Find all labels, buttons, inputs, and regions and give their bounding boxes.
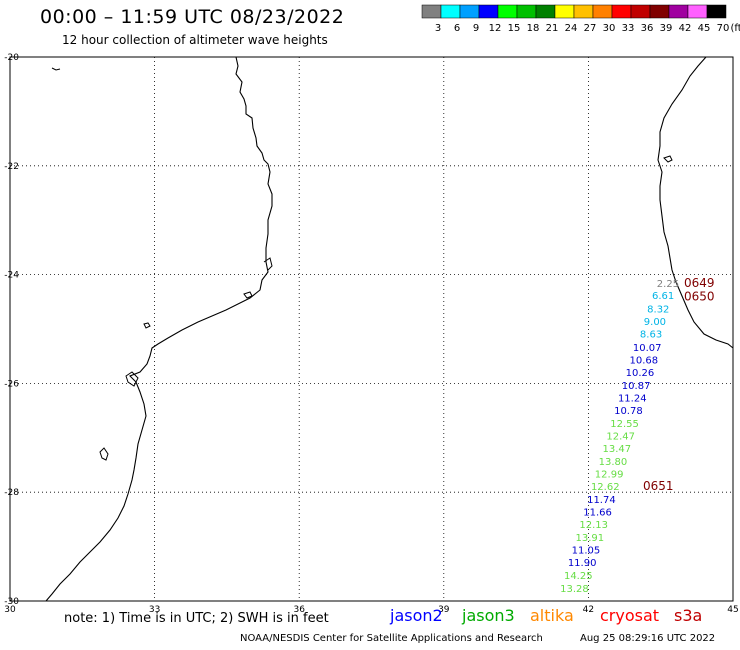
- lon-tick-label: 42: [583, 605, 594, 615]
- wave-height-value: 11.24: [618, 393, 647, 404]
- wave-height-value: 11.05: [572, 546, 601, 557]
- legend-label: 42: [679, 23, 692, 34]
- africa-coastline: [45, 56, 273, 602]
- madagascar-coastline: [657, 56, 734, 349]
- legend-label: 33: [622, 23, 635, 34]
- wave-height-value: 6.61: [652, 291, 674, 302]
- wave-height-value: 13.91: [576, 533, 605, 544]
- satellite-altika: altika: [530, 606, 574, 625]
- wave-height-value: 12.62: [591, 482, 620, 493]
- wave-height-value: 10.26: [626, 368, 655, 379]
- wave-height-value: 12.99: [595, 470, 624, 481]
- legend-label: 12: [489, 23, 502, 34]
- wave-height-value: 11.74: [587, 495, 616, 506]
- satellite-s3a: s3a: [674, 606, 703, 625]
- footer-note: note: 1) Time is in UTC; 2) SWH is in fe…: [64, 611, 329, 626]
- legend-label: 30: [603, 23, 616, 34]
- lon-tick-label: 45: [727, 605, 738, 615]
- legend-label: 36: [641, 23, 654, 34]
- wave-height-value: 10.68: [630, 355, 659, 366]
- satellite-jason3: jason3: [462, 606, 515, 625]
- lat-tick-label: -24: [4, 271, 19, 281]
- coastline: [45, 56, 734, 602]
- wave-height-value: 9.00: [644, 317, 666, 328]
- inhambane-peninsula: [263, 257, 273, 271]
- wave-height-value: 11.90: [568, 558, 597, 569]
- credit-line: NOAA/NESDIS Center for Satellite Applica…: [240, 633, 543, 644]
- wave-height-value: 2.25: [657, 279, 679, 290]
- legend-label: 18: [527, 23, 540, 34]
- lon-tick-label: 39: [438, 605, 450, 615]
- legend-label: 27: [584, 23, 597, 34]
- pass-time-label: 0650: [684, 290, 715, 304]
- legend-label: 21: [546, 23, 559, 34]
- satellite-jason2: jason2: [390, 606, 443, 625]
- lat-tick-label: -30: [4, 597, 19, 607]
- wave-height-value: 12.13: [579, 520, 608, 531]
- legend-swatch: [706, 4, 727, 19]
- islet-e: [663, 155, 673, 163]
- pass-time-label: 0651: [643, 479, 674, 493]
- legend-label: 15: [508, 23, 521, 34]
- wave-height-value: 10.07: [633, 343, 662, 354]
- wave-height-value: 12.47: [606, 431, 635, 442]
- wave-height-value: 10.87: [622, 381, 651, 392]
- wave-height-value: 8.32: [647, 305, 669, 316]
- map-grid: [10, 57, 733, 601]
- islet-c: [143, 322, 151, 329]
- wave-height-value: 11.66: [583, 508, 612, 519]
- legend-unit: (ft): [730, 23, 740, 34]
- legend-label: 39: [660, 23, 673, 34]
- page-title: 00:00 – 11:59 UTC 08/23/2022: [40, 6, 345, 28]
- satellite-cryosat: cryosat: [600, 606, 660, 625]
- islet-d: [99, 447, 109, 461]
- islet-b: [243, 291, 253, 299]
- wave-height-value: 14.25: [564, 571, 593, 582]
- maputo-bay: [125, 371, 139, 387]
- wave-height-value: 12.55: [610, 419, 639, 430]
- lat-tick-label: -26: [4, 379, 19, 389]
- lon-tick-label: 30: [4, 605, 16, 615]
- pass-time-label: 0649: [684, 276, 715, 290]
- lat-tick-label: -22: [4, 162, 19, 172]
- legend-label: 9: [473, 23, 479, 34]
- legend-label: 24: [565, 23, 578, 34]
- map-border: [9, 56, 734, 602]
- lat-tick-label: -28: [4, 488, 19, 498]
- lat-tick-label: -20: [4, 53, 19, 63]
- legend-label: 45: [698, 23, 711, 34]
- wave-height-value: 13.47: [603, 444, 632, 455]
- legend-label: 70: [717, 23, 730, 34]
- lon-tick-label: 33: [149, 605, 160, 615]
- wave-height-value: 8.63: [640, 330, 662, 341]
- wave-height-value: 13.28: [560, 584, 589, 595]
- lon-tick-label: 36: [293, 605, 305, 615]
- page-subtitle: 12 hour collection of altimeter wave hei…: [62, 33, 328, 47]
- axis-labels: 30 33 36 39 42 45 -20 -22 -24 -26 -28 -30: [4, 53, 738, 615]
- legend-label: 6: [454, 23, 460, 34]
- wave-height-value: 13.80: [599, 457, 628, 468]
- islet-a: [51, 67, 61, 71]
- generated-timestamp: Aug 25 08:29:16 UTC 2022: [580, 633, 716, 644]
- legend-label: 3: [435, 23, 441, 34]
- wave-height-value: 10.78: [614, 406, 643, 417]
